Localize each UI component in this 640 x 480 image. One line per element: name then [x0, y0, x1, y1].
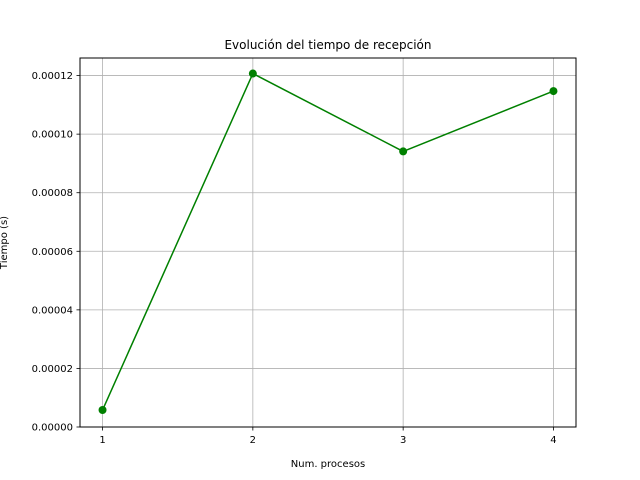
y-tick-label: 0.00012 — [32, 71, 73, 82]
y-tick-label: 0.00000 — [32, 423, 73, 434]
x-tick-label: 1 — [99, 435, 105, 446]
y-tick-label: 0.00004 — [32, 305, 73, 316]
series-line — [101, 72, 554, 411]
y-tick-label: 0.00010 — [32, 130, 73, 141]
x-axis-label: Num. procesos — [291, 459, 365, 470]
data-point — [248, 69, 257, 78]
x-tick-label: 3 — [400, 435, 406, 446]
y-axis-label: Tiempo (s) — [0, 216, 10, 270]
y-tick-label: 0.00006 — [32, 247, 73, 258]
chart-title: Evolución del tiempo de recepción — [224, 38, 431, 52]
y-tick-label: 0.00008 — [32, 188, 73, 199]
tick-layer: 1 2 3 4 0.00000 0.00002 0.00004 0.00006 0.00008 0… — [32, 71, 557, 446]
data-point — [98, 406, 107, 415]
x-tick-label: 2 — [250, 435, 256, 446]
y-tick-label: 0.00002 — [32, 364, 73, 375]
series-layer — [98, 69, 558, 415]
data-point — [399, 147, 408, 156]
x-tick-label: 4 — [550, 435, 556, 446]
plot-frame — [79, 57, 577, 428]
data-point — [549, 87, 558, 96]
